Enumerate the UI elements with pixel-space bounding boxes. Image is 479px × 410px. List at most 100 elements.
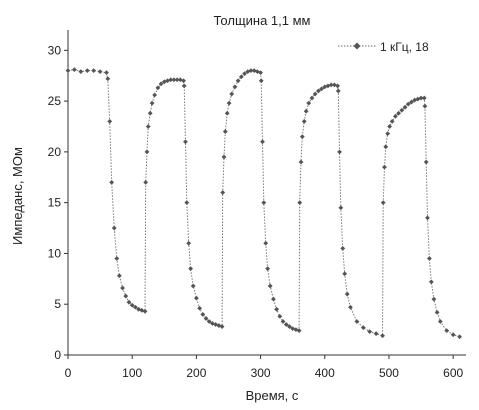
legend-marker bbox=[353, 42, 361, 50]
data-point bbox=[145, 124, 151, 129]
data-point bbox=[219, 324, 225, 329]
data-point bbox=[203, 316, 209, 321]
data-point bbox=[229, 91, 235, 97]
data-point bbox=[425, 215, 430, 221]
data-point bbox=[224, 110, 230, 116]
data-point bbox=[423, 159, 429, 165]
data-point bbox=[271, 296, 276, 302]
data-point bbox=[360, 325, 366, 330]
data-point bbox=[409, 99, 414, 105]
x-tick-label: 200 bbox=[186, 366, 206, 380]
data-point bbox=[309, 95, 315, 101]
y-axis-label: Импеданс, МОм bbox=[10, 147, 25, 245]
data-point bbox=[260, 139, 265, 145]
data-point bbox=[348, 304, 353, 310]
data-point bbox=[385, 131, 391, 136]
data-point bbox=[136, 306, 142, 312]
data-point bbox=[107, 119, 113, 124]
data-point bbox=[428, 279, 434, 285]
data-point bbox=[457, 334, 462, 340]
data-point bbox=[111, 225, 117, 231]
data-point bbox=[104, 70, 109, 76]
data-point bbox=[143, 179, 149, 185]
y-tick-label: 5 bbox=[54, 297, 61, 311]
data-point bbox=[303, 108, 309, 114]
data-point bbox=[184, 200, 190, 206]
data-point bbox=[402, 104, 408, 110]
data-point bbox=[338, 205, 344, 211]
x-tick-label: 500 bbox=[379, 366, 399, 380]
data-point bbox=[299, 134, 305, 140]
plot-area: 0 100 200 300 400 500 600 0 5 10 15 20 25 30 bbox=[48, 30, 466, 380]
data-point bbox=[265, 266, 271, 272]
data-point bbox=[287, 324, 292, 329]
data-point bbox=[293, 327, 299, 333]
data-point bbox=[84, 68, 90, 74]
data-point bbox=[267, 283, 273, 289]
data-point bbox=[450, 332, 456, 338]
data-point bbox=[434, 309, 440, 315]
data-point bbox=[280, 319, 286, 324]
y-tick-label: 25 bbox=[48, 94, 62, 108]
data-point bbox=[301, 119, 307, 124]
data-point bbox=[298, 159, 304, 165]
data-point bbox=[312, 91, 318, 97]
data-point bbox=[354, 319, 360, 324]
data-point bbox=[226, 100, 232, 106]
data-point bbox=[418, 95, 424, 101]
series-points bbox=[65, 67, 462, 340]
data-point bbox=[296, 328, 302, 334]
data-point bbox=[116, 273, 122, 279]
x-tick-label: 100 bbox=[122, 366, 142, 380]
data-point bbox=[328, 82, 334, 88]
data-point bbox=[306, 100, 312, 106]
data-point bbox=[133, 304, 138, 310]
data-point bbox=[147, 110, 153, 116]
data-point bbox=[78, 69, 84, 75]
data-point bbox=[193, 295, 199, 301]
data-point bbox=[437, 319, 443, 324]
chart-title: Толщина 1,1 мм bbox=[214, 13, 311, 28]
data-point bbox=[367, 329, 373, 335]
data-point bbox=[387, 124, 393, 129]
data-point bbox=[422, 103, 428, 109]
data-point bbox=[383, 144, 389, 150]
data-point bbox=[126, 299, 132, 305]
data-point bbox=[297, 200, 303, 206]
x-axis-label: Время, с bbox=[246, 388, 299, 403]
data-point bbox=[197, 305, 202, 311]
data-point bbox=[152, 92, 158, 98]
data-point bbox=[431, 296, 437, 302]
data-point bbox=[319, 86, 324, 92]
data-point bbox=[232, 84, 238, 90]
data-point bbox=[149, 100, 155, 106]
data-point bbox=[155, 85, 161, 91]
data-point bbox=[97, 69, 103, 75]
data-point bbox=[248, 68, 254, 74]
data-point bbox=[220, 190, 226, 195]
data-point bbox=[109, 179, 115, 185]
data-point bbox=[139, 307, 145, 313]
x-ticks: 0 100 200 300 400 500 600 bbox=[65, 355, 463, 380]
data-point bbox=[216, 323, 222, 328]
data-point bbox=[188, 266, 194, 272]
data-point bbox=[245, 69, 251, 75]
data-point bbox=[174, 77, 180, 83]
data-point bbox=[335, 83, 341, 89]
data-point bbox=[222, 129, 228, 134]
y-tick-label: 10 bbox=[48, 246, 62, 260]
x-tick-label: 400 bbox=[315, 366, 335, 380]
data-point bbox=[181, 78, 186, 84]
data-point bbox=[342, 271, 348, 277]
x-tick-label: 0 bbox=[65, 366, 72, 380]
data-point bbox=[258, 78, 264, 84]
data-point bbox=[206, 319, 212, 324]
data-point bbox=[283, 322, 289, 327]
data-point bbox=[238, 74, 244, 80]
data-point bbox=[65, 68, 71, 74]
data-point bbox=[181, 83, 187, 89]
y-tick-label: 20 bbox=[48, 145, 62, 159]
data-point bbox=[399, 107, 405, 113]
data-point bbox=[380, 333, 385, 339]
